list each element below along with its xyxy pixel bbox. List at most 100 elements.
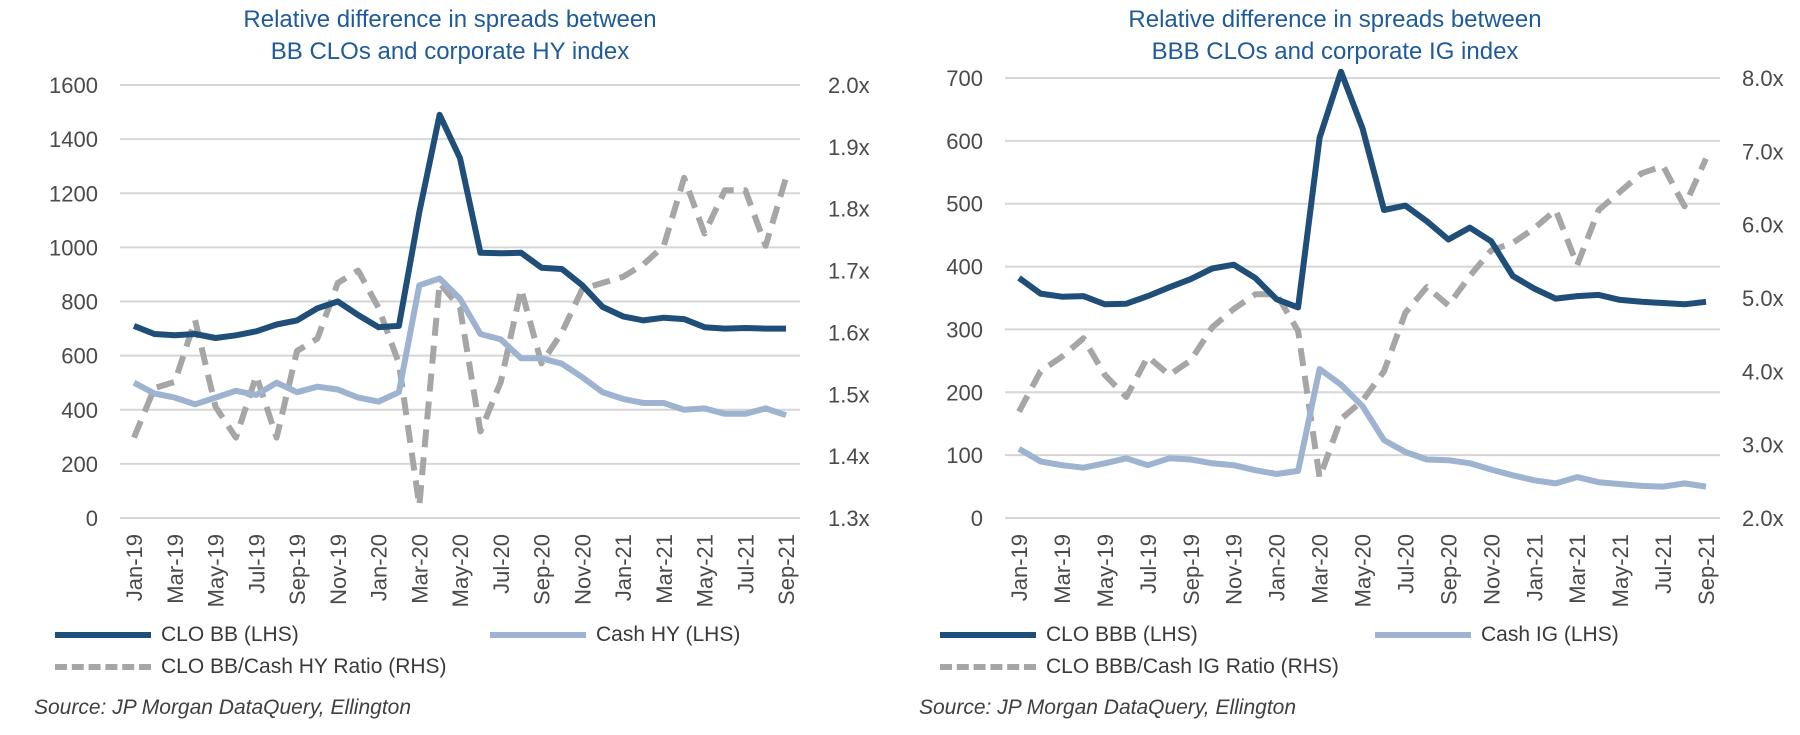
y-right-tick-label: 1.5x — [828, 382, 870, 407]
line-chart-right: 0 100 200 300 400 500 600 700 2.0x 3.0x 4.0x 5.0x 6.… — [946, 66, 1784, 607]
x-tick-label: Jan-21 — [1522, 534, 1547, 601]
x-tick-label: May-19 — [204, 534, 229, 607]
y-right-tick-label: 4.0x — [1742, 359, 1784, 384]
y-left-tick-label: 200 — [946, 380, 983, 405]
x-tick-label: May-20 — [448, 534, 473, 607]
x-tick-label: Jan-21 — [611, 534, 636, 601]
y-left-tick-label: 800 — [61, 290, 98, 315]
y-left-tick-label: 700 — [946, 66, 983, 91]
y-right-tick-label: 2.0x — [828, 73, 870, 98]
x-tick-label: May-21 — [1608, 534, 1633, 607]
chart-title: Relative difference in spreads between — [243, 6, 657, 33]
y-right-tick-label: 2.0x — [1742, 506, 1784, 531]
chart-panel-right: Relative difference in spreads between B… — [885, 0, 1785, 735]
y-right-tick-label: 1.9x — [828, 135, 870, 160]
line-chart-left: 0 200 400 600 800 1000 1200 1400 1600 1.3x 1.4x 1.5… — [49, 73, 870, 607]
x-tick-label: Nov-20 — [1479, 534, 1504, 605]
y-right-tick-label: 1.7x — [828, 259, 870, 284]
legend-swatch-cash — [490, 632, 586, 638]
legend-swatch-clo — [940, 632, 1036, 638]
series-line-clo — [1017, 68, 1707, 311]
x-tick-label: Mar-21 — [652, 534, 677, 604]
y-left-tick-label: 1400 — [49, 127, 98, 152]
y-left-tick-label: 1000 — [49, 235, 98, 260]
y-right-tick-label: 7.0x — [1742, 139, 1784, 164]
x-tick-label: May-20 — [1351, 534, 1376, 607]
x-tick-label: May-19 — [1093, 534, 1118, 607]
x-tick-label: Mar-19 — [163, 534, 188, 604]
x-tick-label: Sep-21 — [774, 534, 799, 605]
y-left-tick-label: 100 — [946, 443, 983, 468]
y-left-tick-label: 400 — [946, 255, 983, 280]
x-tick-label: May-21 — [693, 534, 718, 607]
x-tick-label: Sep-21 — [1694, 534, 1719, 605]
x-tick-label: Mar-20 — [1308, 534, 1333, 604]
source-note: Source: JP Morgan DataQuery, Ellington — [919, 696, 1297, 719]
y-right-tick-label: 5.0x — [1742, 286, 1784, 311]
legend-item-cash: Cash IG (LHS) — [1375, 620, 1619, 650]
legend-swatch-cash — [1375, 632, 1471, 638]
series-line-clo — [132, 111, 786, 341]
x-tick-label: Jan-20 — [1265, 534, 1290, 601]
y-left-tick-label: 1600 — [49, 73, 98, 98]
legend-label-clo: CLO BB (LHS) — [161, 623, 299, 646]
y-right-tick-label: 6.0x — [1742, 213, 1784, 238]
legend-label-cash: Cash IG (LHS) — [1481, 623, 1619, 646]
x-tick-label: Jul-21 — [1651, 534, 1676, 594]
chart-subtitle: BBB CLOs and corporate IG index — [1151, 38, 1519, 65]
series-line-cash — [1017, 366, 1707, 490]
legend-item-clo: CLO BB (LHS) — [55, 620, 299, 650]
legend-item-clo: CLO BBB (LHS) — [940, 620, 1198, 650]
legend-swatch-ratio — [55, 664, 151, 670]
x-tick-label: Mar-20 — [407, 534, 432, 604]
x-tick-label: Sep-19 — [285, 534, 310, 605]
y-left-tick-label: 300 — [946, 317, 983, 342]
legend-label-ratio: CLO BB/Cash HY Ratio (RHS) — [161, 655, 447, 678]
legend-swatch-ratio — [940, 664, 1036, 670]
y-left-tick-label: 1200 — [49, 181, 98, 206]
legend-item-ratio: CLO BB/Cash HY Ratio (RHS) — [55, 652, 447, 682]
legend-item-ratio: CLO BBB/Cash IG Ratio (RHS) — [940, 652, 1339, 682]
y-left-tick-label: 600 — [946, 129, 983, 154]
x-tick-label: Mar-19 — [1050, 534, 1075, 604]
x-tick-label: Jul-20 — [1393, 534, 1418, 594]
x-tick-label: Jul-19 — [244, 534, 269, 594]
x-tick-label: Jul-21 — [733, 534, 758, 594]
y-right-tick-label: 1.8x — [828, 197, 870, 222]
y-right-tick-label: 1.4x — [828, 444, 870, 469]
y-right-tick-label: 1.3x — [828, 506, 870, 531]
x-tick-label: Sep-20 — [1436, 534, 1461, 605]
x-tick-label: Jul-19 — [1136, 534, 1161, 594]
x-tick-label: Nov-20 — [570, 534, 595, 605]
chart-title: Relative difference in spreads between — [1128, 6, 1542, 33]
legend-label-cash: Cash HY (LHS) — [596, 623, 741, 646]
y-left-tick-label: 600 — [61, 344, 98, 369]
y-left-tick-label: 500 — [946, 192, 983, 217]
series-line-ratio — [1016, 157, 1709, 481]
legend-label-clo: CLO BBB (LHS) — [1046, 623, 1198, 646]
x-tick-label: Sep-20 — [530, 534, 555, 605]
y-left-tick-label: 0 — [971, 506, 983, 531]
y-left-tick-label: 0 — [86, 506, 98, 531]
y-right-tick-label: 8.0x — [1742, 66, 1784, 91]
x-tick-label: Mar-21 — [1565, 534, 1590, 604]
x-tick-label: Jan-20 — [367, 534, 392, 601]
chart-subtitle: BB CLOs and corporate HY index — [270, 38, 630, 65]
y-left-tick-label: 400 — [61, 398, 98, 423]
x-tick-label: Jul-20 — [489, 534, 514, 594]
chart-panel-left: Relative difference in spreads between B… — [34, 6, 870, 719]
series-line-ratio — [131, 174, 789, 509]
x-tick-label: Jan-19 — [1007, 534, 1032, 601]
x-tick-label: Sep-19 — [1179, 534, 1204, 605]
x-tick-label: Nov-19 — [326, 534, 351, 605]
x-tick-label: Nov-19 — [1222, 534, 1247, 605]
legend-label-ratio: CLO BBB/Cash IG Ratio (RHS) — [1046, 655, 1339, 678]
y-right-tick-label: 1.6x — [828, 320, 870, 345]
source-note: Source: JP Morgan DataQuery, Ellington — [34, 696, 412, 719]
y-right-tick-label: 3.0x — [1742, 433, 1784, 458]
x-tick-label: Jan-19 — [122, 534, 147, 601]
legend-swatch-clo — [55, 632, 151, 638]
series-line-cash — [132, 275, 787, 419]
legend-item-cash: Cash HY (LHS) — [490, 620, 740, 650]
y-left-tick-label: 200 — [61, 452, 98, 477]
